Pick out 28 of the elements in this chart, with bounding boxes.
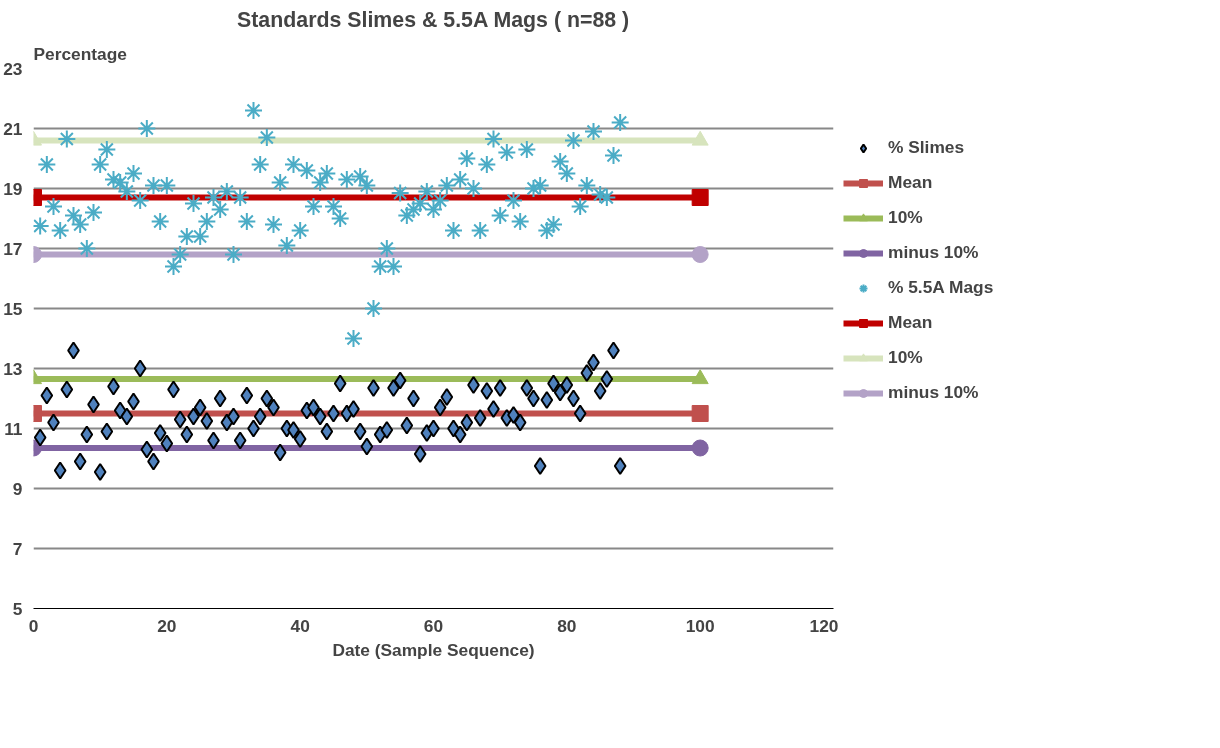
y-tick-label: 19 <box>3 178 23 199</box>
y-tick-label: 11 <box>4 418 23 439</box>
x-tick-label: 80 <box>557 615 577 636</box>
legend-label: minus 10% <box>888 382 979 404</box>
y-tick-label: 7 <box>12 538 23 559</box>
legend-label: Mean <box>888 172 933 194</box>
y-tick-label: 15 <box>3 298 23 319</box>
legend-label: % 5.5A Mags <box>888 277 994 299</box>
chart-title: Standards Slimes & 5.5A Mags ( n=88 ) <box>237 7 630 32</box>
legend-label: 10% <box>888 347 923 369</box>
y-tick-label: 9 <box>12 478 23 499</box>
legend-label: minus 10% <box>888 242 979 264</box>
x-tick-label: 20 <box>157 615 177 636</box>
y-tick-label: 21 <box>3 118 23 139</box>
x-tick-label: 120 <box>809 615 839 636</box>
legend-label: 10% <box>888 207 923 229</box>
y-tick-label: 23 <box>3 58 23 79</box>
x-tick-label: 100 <box>685 615 715 636</box>
legend-label: Mean <box>888 312 933 334</box>
y-tick-label: 13 <box>3 358 23 379</box>
y-tick-label: 5 <box>12 598 23 619</box>
y-tick-label: 17 <box>3 238 23 259</box>
x-tick-label: 60 <box>423 615 444 636</box>
legend-label: % Slimes <box>888 137 965 159</box>
y-axis-title: Percentage <box>33 43 128 64</box>
x-tick-label: 40 <box>290 615 310 636</box>
x-axis-title: Date (Sample Sequence) <box>332 639 535 660</box>
x-tick-label: 0 <box>28 615 39 636</box>
